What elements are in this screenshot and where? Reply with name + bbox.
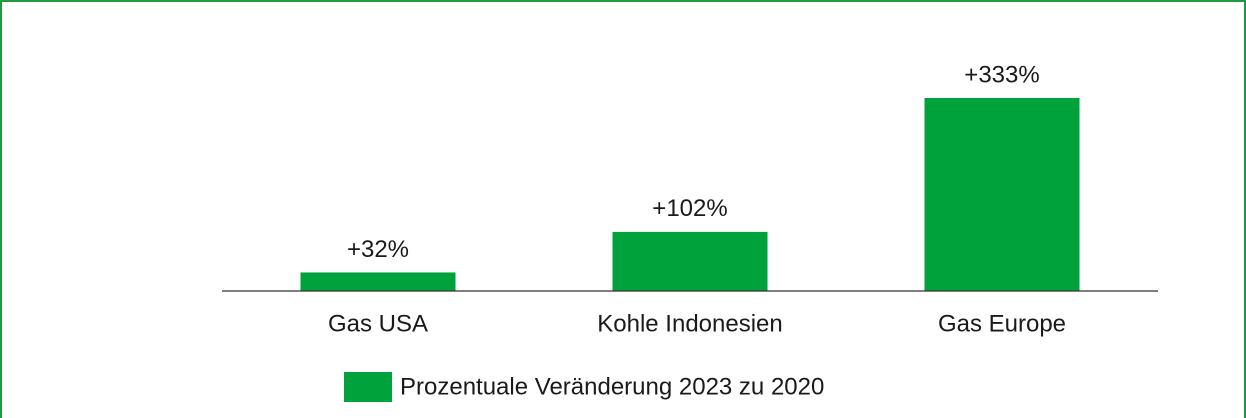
value-label: +333% bbox=[964, 61, 1039, 88]
x-tick-label: Gas USA bbox=[328, 310, 428, 337]
value-label: +32% bbox=[347, 236, 409, 263]
x-tick-label: Gas Europe bbox=[938, 310, 1066, 337]
legend-swatch bbox=[344, 372, 392, 402]
value-label: +102% bbox=[652, 195, 727, 222]
bar bbox=[612, 231, 768, 291]
x-tick-label: Kohle Indonesien bbox=[597, 310, 782, 337]
bar bbox=[300, 272, 456, 291]
legend-label: Prozentuale Veränderung 2023 zu 2020 bbox=[400, 373, 824, 400]
bar bbox=[924, 98, 1080, 291]
